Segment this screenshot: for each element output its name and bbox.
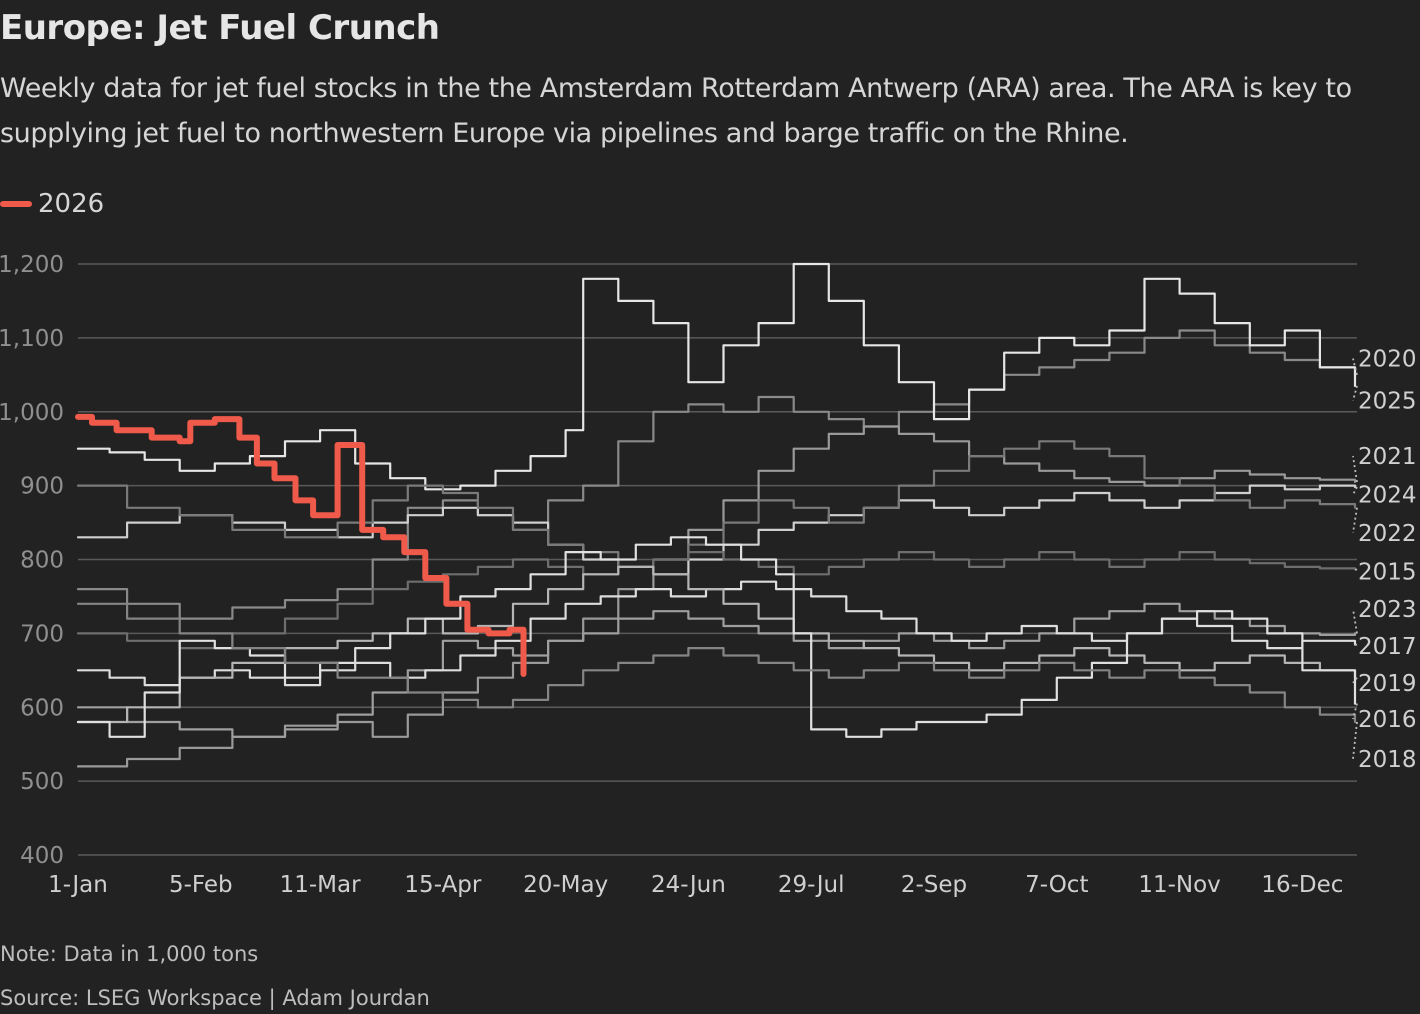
y-axis: 400 500 600 700 800 900 1,000 1,100 1,200 bbox=[0, 252, 64, 869]
series-end-label-2023: 2023 bbox=[1358, 597, 1417, 623]
y-tick-label: 500 bbox=[20, 769, 64, 795]
series-line-2015 bbox=[76, 551, 1357, 650]
leader-line-2017 bbox=[1352, 643, 1358, 647]
chart-subtitle: Weekly data for jet fuel stocks in the t… bbox=[0, 73, 1352, 149]
x-tick-label: 2-Sep bbox=[901, 872, 967, 898]
series-layer bbox=[75, 262, 1357, 768]
x-axis: 1-Jan 5-Feb 11-Mar 15-Apr 20-May 24-Jun 29-Jul… bbox=[48, 872, 1343, 898]
legend: 2026 bbox=[0, 186, 104, 222]
leader-line-2015 bbox=[1352, 568, 1358, 573]
series-line-2022 bbox=[76, 440, 1357, 568]
y-tick-label: 600 bbox=[20, 695, 64, 721]
series-end-label-2022: 2022 bbox=[1358, 521, 1417, 547]
leader-line-2023 bbox=[1352, 608, 1358, 634]
leader-line-2022 bbox=[1352, 507, 1358, 534]
chart-title: Europe: Jet Fuel Crunch bbox=[0, 8, 440, 48]
y-tick-label: 900 bbox=[20, 474, 64, 500]
series-end-label-2020: 2020 bbox=[1358, 347, 1417, 373]
y-tick-label: 400 bbox=[20, 843, 64, 869]
y-tick-label: 1,100 bbox=[0, 326, 64, 352]
line-chart: 400 500 600 700 800 900 1,000 1,100 1,200 1-Jan 5… bbox=[0, 252, 1417, 898]
x-tick-label: 11-Nov bbox=[1138, 872, 1220, 898]
series-end-label-2025: 2025 bbox=[1358, 389, 1417, 415]
series-line-2025 bbox=[76, 262, 1357, 491]
legend-label-2026: 2026 bbox=[38, 189, 105, 219]
x-tick-label: 20-May bbox=[523, 872, 608, 898]
x-tick-label: 5-Feb bbox=[169, 872, 233, 898]
x-tick-label: 16-Dec bbox=[1261, 872, 1343, 898]
x-tick-label: 11-Mar bbox=[280, 872, 362, 898]
series-end-label-2018: 2018 bbox=[1358, 747, 1417, 773]
series-end-label-2024: 2024 bbox=[1358, 482, 1417, 508]
leader-line-2024 bbox=[1352, 486, 1358, 495]
series-end-label-2016: 2016 bbox=[1358, 707, 1417, 733]
series-end-label-2015: 2015 bbox=[1358, 559, 1417, 585]
series-line-2021 bbox=[76, 425, 1357, 768]
series-end-label-2017: 2017 bbox=[1358, 634, 1417, 660]
series-line-2016 bbox=[76, 536, 1357, 738]
series-end-label-2021: 2021 bbox=[1358, 444, 1417, 470]
legend-swatch-2026 bbox=[0, 201, 32, 207]
x-tick-label: 29-Jul bbox=[778, 872, 845, 898]
x-tick-label: 24-Jun bbox=[651, 872, 726, 898]
leader-line-2021 bbox=[1352, 455, 1358, 483]
y-tick-label: 1,000 bbox=[0, 400, 64, 426]
series-line-2020 bbox=[76, 329, 1357, 620]
x-tick-label: 7-Oct bbox=[1025, 872, 1088, 898]
series-line-2018 bbox=[76, 602, 1357, 724]
leader-line-2025 bbox=[1352, 385, 1358, 401]
leader-line-2018 bbox=[1352, 721, 1358, 760]
series-end-label-2019: 2019 bbox=[1358, 671, 1417, 697]
leader-line-2019 bbox=[1352, 677, 1358, 684]
series-line-2023 bbox=[76, 602, 1357, 738]
series-end-labels: 2020 2025 2021 2024 2022 2015 2023 2017 2019 2016… bbox=[1352, 347, 1417, 773]
x-tick-label: 1-Jan bbox=[48, 872, 108, 898]
y-tick-label: 1,200 bbox=[0, 252, 64, 278]
y-tick-label: 800 bbox=[20, 548, 64, 574]
x-tick-label: 15-Apr bbox=[404, 872, 481, 898]
series-line-2026 bbox=[75, 413, 527, 677]
series-line-2019 bbox=[76, 565, 1357, 724]
source-credit: Source: LSEG Workspace | Adam Jourdan bbox=[0, 986, 430, 1010]
footnote: Note: Data in 1,000 tons bbox=[0, 942, 259, 966]
y-tick-label: 700 bbox=[20, 621, 64, 647]
